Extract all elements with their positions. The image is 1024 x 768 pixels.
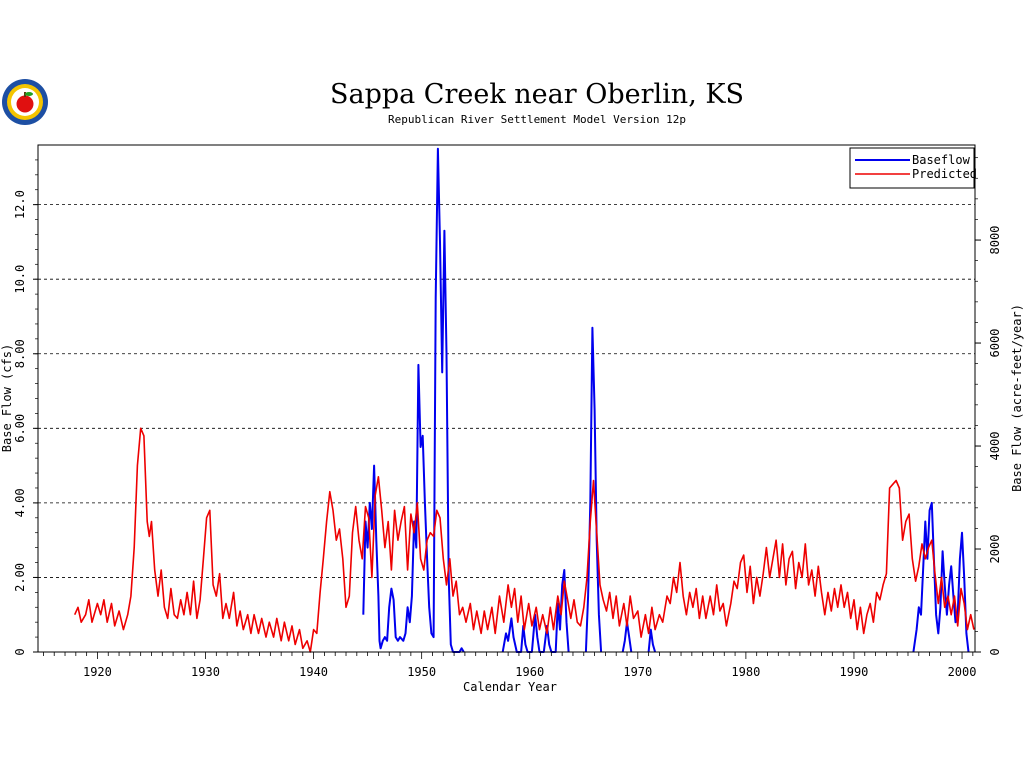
x-tick-label: 1960 xyxy=(515,665,544,679)
y2-tick-label: 2000 xyxy=(988,535,1002,564)
chart-subtitle: Republican River Settlement Model Versio… xyxy=(388,113,686,126)
series-line-baseflow xyxy=(362,147,970,653)
x-tick-label: 1930 xyxy=(191,665,220,679)
y-tick-label: 6.00 xyxy=(13,414,27,443)
y2-tick-label: 8000 xyxy=(988,226,1002,255)
y-tick-label: 2.00 xyxy=(13,563,27,592)
y2-axis-label: Base Flow (acre-feet/year) xyxy=(1010,304,1024,492)
legend-label-predicted: Predicted xyxy=(912,167,977,181)
y-tick-label: 0 xyxy=(13,648,27,655)
legend-box xyxy=(849,147,975,189)
legend: Baseflow Predicted xyxy=(849,147,977,189)
y-tick-label: 8.00 xyxy=(13,339,27,368)
x-tick-label: 1990 xyxy=(840,665,869,679)
axis-ticks: 0 2.00 4.00 6.00 8.00 10.0 12.0 0 2000 4000 6000 80… xyxy=(13,157,1002,679)
y-axis-label: Base Flow (cfs) xyxy=(0,344,14,452)
x-tick-label: 1940 xyxy=(299,665,328,679)
x-tick-label: 1970 xyxy=(623,665,652,679)
x-tick-label: 1920 xyxy=(83,665,112,679)
x-tick-label: 2000 xyxy=(948,665,977,679)
y2-tick-label: 0 xyxy=(988,648,1002,655)
x-tick-label: 1950 xyxy=(407,665,436,679)
y2-tick-label: 6000 xyxy=(988,329,1002,358)
chart-title: Sappa Creek near Oberlin, KS xyxy=(330,79,744,110)
x-axis-label: Calendar Year xyxy=(463,680,557,694)
y2-tick-label: 4000 xyxy=(988,432,1002,461)
grid-lines xyxy=(38,204,975,578)
plot-frame xyxy=(37,144,976,653)
legend-label-baseflow: Baseflow xyxy=(912,153,971,167)
y-tick-label: 12.0 xyxy=(13,190,27,219)
series-layer xyxy=(73,147,975,653)
apple-seal-icon xyxy=(2,79,48,125)
x-tick-label: 1980 xyxy=(731,665,760,679)
series-line-predicted xyxy=(73,427,975,653)
y-tick-label: 4.00 xyxy=(13,488,27,517)
y-tick-label: 10.0 xyxy=(13,265,27,294)
